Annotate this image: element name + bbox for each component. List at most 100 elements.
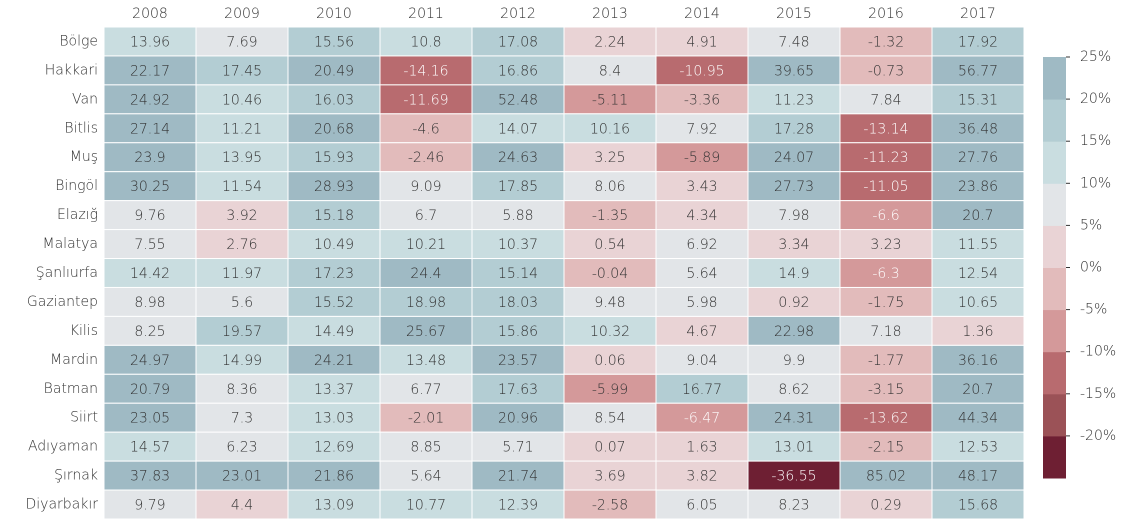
cell <box>563 142 657 173</box>
cell-value: 24.92 <box>130 92 170 108</box>
cell-value: -13.14 <box>863 121 908 137</box>
cell-value: -36.55 <box>771 469 816 485</box>
cell-value: 30.25 <box>130 179 170 195</box>
cell <box>839 142 933 173</box>
cell-value: -1.35 <box>592 208 628 224</box>
cell-value: 5.64 <box>686 266 717 282</box>
cell-value: 5.64 <box>410 469 441 485</box>
cell <box>839 258 933 288</box>
cell-value: 15.14 <box>498 266 538 282</box>
cell-value: 8.23 <box>778 498 809 514</box>
cell-value: 10.65 <box>958 295 998 311</box>
cell-value: 36.16 <box>958 353 998 369</box>
column-label: 2010 <box>316 6 352 22</box>
cell <box>839 286 933 317</box>
cell <box>655 142 749 173</box>
cell-value: 24.21 <box>314 353 354 369</box>
cell <box>195 315 289 346</box>
cell <box>655 84 749 115</box>
colorbar-segment <box>1043 435 1066 479</box>
cell <box>655 315 749 346</box>
cell-value: 23.05 <box>130 411 170 427</box>
cell-value: 39.65 <box>774 63 814 79</box>
cell <box>103 258 197 288</box>
cell <box>287 489 381 520</box>
cell-value: 12.54 <box>958 266 998 282</box>
cell <box>471 229 565 260</box>
cell <box>655 113 749 144</box>
cell <box>655 200 749 231</box>
cell <box>471 171 565 202</box>
cell-value: 6.77 <box>410 382 441 398</box>
cell-value: 0.07 <box>594 440 625 456</box>
cell-value: 16.86 <box>498 63 538 79</box>
cell-value: 15.31 <box>958 92 998 108</box>
cell-value: 23.57 <box>498 353 538 369</box>
cell-value: 24.4 <box>410 266 441 282</box>
cell-value: 56.77 <box>958 63 998 79</box>
cell <box>287 431 381 462</box>
colorbar-tick-label: -10% <box>1080 344 1116 360</box>
cell <box>839 373 933 404</box>
colorbar-tick-label: 10% <box>1080 175 1111 191</box>
row-label: Bitlis <box>64 120 98 136</box>
cell-value: 24.63 <box>498 150 538 166</box>
cell <box>287 258 381 288</box>
cell <box>287 315 381 346</box>
column-label: 2015 <box>776 6 812 22</box>
cell <box>931 489 1025 520</box>
cell <box>563 200 657 231</box>
cell-value: 15.68 <box>958 498 998 514</box>
cell-value: 8.54 <box>594 411 625 427</box>
cell <box>931 315 1025 346</box>
colorbar-segment <box>1043 225 1066 268</box>
cell-value: -2.58 <box>592 498 628 514</box>
cell <box>563 26 657 57</box>
row-label: Şırnak <box>54 468 98 484</box>
cell-value: 6.7 <box>415 208 437 224</box>
cell-value: 3.34 <box>778 237 809 253</box>
cell <box>195 258 289 288</box>
cell-value: 3.23 <box>870 237 901 253</box>
cell-value: 11.55 <box>958 237 998 253</box>
cell <box>931 142 1025 173</box>
cell <box>287 229 381 260</box>
colorbar-tick-label: 15% <box>1080 133 1111 149</box>
colorbar-tick-label: 5% <box>1080 217 1102 233</box>
cell <box>747 26 841 57</box>
cell-value: 48.17 <box>958 469 998 485</box>
cell <box>379 315 473 346</box>
cell-value: 9.09 <box>410 179 441 195</box>
cell <box>747 344 841 375</box>
cell <box>379 200 473 231</box>
cell <box>931 258 1025 288</box>
row-label: Mardin <box>50 352 98 368</box>
cell-value: -2.46 <box>408 150 444 166</box>
cell-value: 11.97 <box>222 266 262 282</box>
cell <box>379 489 473 520</box>
row-label: Van <box>72 91 98 107</box>
cell-value: 3.25 <box>594 150 625 166</box>
cell <box>747 84 841 115</box>
cell-value: 20.68 <box>314 121 354 137</box>
cell <box>563 55 657 86</box>
cell-value: 23.01 <box>222 469 262 485</box>
cell-value: 8.98 <box>134 295 165 311</box>
cell-value: 10.16 <box>590 121 630 137</box>
cell <box>379 402 473 433</box>
cell-value: 7.55 <box>134 237 165 253</box>
cell <box>839 84 933 115</box>
cell-value: 20.7 <box>962 382 993 398</box>
row-label: Gaziantep <box>27 294 98 310</box>
cell-value: 10.32 <box>590 324 630 340</box>
cell-value: 22.98 <box>774 324 814 340</box>
column-label: 2011 <box>408 6 444 22</box>
cell-value: 10.77 <box>406 498 446 514</box>
cell-value: 0.06 <box>594 353 625 369</box>
cell-value: -11.69 <box>403 92 448 108</box>
row-label: Şanlıurfa <box>36 265 98 281</box>
cell-value: -2.01 <box>408 411 444 427</box>
cell <box>471 315 565 346</box>
cell <box>931 84 1025 115</box>
cell-value: 12.69 <box>314 440 354 456</box>
